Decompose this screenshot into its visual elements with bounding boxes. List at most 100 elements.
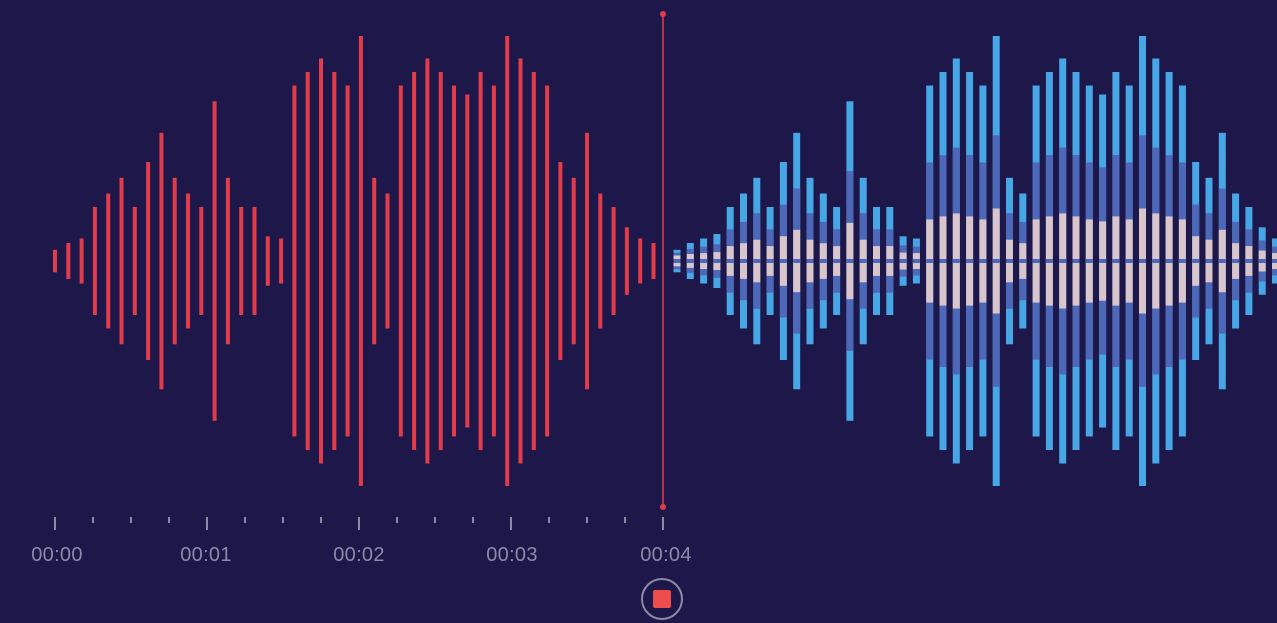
live-bar-core (886, 259, 894, 263)
recorded-bar (345, 85, 350, 437)
recorded-bar (398, 85, 403, 437)
live-bar-core (966, 259, 974, 263)
recorded-bar (385, 193, 390, 329)
recorded-bar (585, 132, 589, 390)
recorded-bar (491, 85, 496, 437)
live-bar-core (1045, 259, 1053, 263)
playhead[interactable] (660, 11, 666, 510)
recorded-bar (358, 36, 363, 486)
recorded-bar (252, 207, 257, 315)
live-bar-core (979, 259, 987, 263)
timeline-ruler (54, 517, 664, 530)
live-bar-core (1232, 259, 1240, 263)
live-bar-core (753, 259, 761, 263)
recorded-bar (119, 177, 124, 345)
live-bar-core (1072, 259, 1080, 263)
recorded-bar (79, 238, 84, 284)
stop-icon (653, 590, 671, 608)
recorded-bar (425, 58, 430, 464)
live-bar-core (779, 259, 787, 263)
live-bar-core (873, 259, 880, 263)
recorded-bar (106, 193, 111, 329)
playhead-bottom-dot (660, 504, 666, 510)
live-bar-core (1019, 259, 1027, 263)
recorded-bar (225, 177, 230, 345)
recorded-bar (598, 193, 603, 329)
recorded-bar (212, 101, 217, 421)
live-bar-core (1245, 259, 1253, 263)
live-bar-core (1205, 259, 1213, 263)
recorded-bar (452, 85, 456, 437)
live-bar-core (793, 259, 801, 263)
time-label-2: 00:02 (333, 544, 385, 566)
recorded-bar (319, 58, 323, 464)
live-bar-core (686, 259, 694, 263)
recorded-bar (66, 243, 71, 279)
live-bar-core (1059, 259, 1067, 263)
recorded-bar (92, 207, 97, 315)
live-bar-core (1192, 259, 1200, 263)
recorded-bar (172, 177, 177, 345)
live-bar-core (1272, 259, 1277, 263)
recorded-bar (478, 72, 483, 450)
recorded-bar (305, 72, 310, 450)
recorded-waveform (53, 36, 656, 486)
recorded-bar (265, 236, 270, 286)
live-bar-core (673, 259, 681, 263)
live-bar-core (726, 259, 734, 263)
recorded-bar (558, 162, 563, 360)
recorded-bar (332, 72, 337, 450)
time-label-0: 00:00 (31, 544, 83, 566)
live-bar-core (859, 259, 867, 263)
time-label-4: 00:04 (640, 544, 692, 566)
recorded-bar (292, 85, 297, 437)
recorded-bar (372, 177, 377, 345)
live-bar-core (1099, 259, 1107, 263)
recorded-bar (146, 162, 151, 360)
recorded-bar (651, 243, 656, 279)
stop-button[interactable] (641, 578, 683, 620)
live-bar-core (1032, 259, 1040, 263)
recorded-bar (279, 238, 284, 284)
live-bar-core (806, 259, 814, 263)
recorded-bar (611, 207, 616, 315)
live-bar-core (1125, 259, 1133, 263)
recorded-bar (186, 193, 190, 329)
recorded-bar (199, 207, 204, 315)
recorded-bar (53, 249, 57, 273)
live-bar-core (1165, 259, 1173, 263)
live-bar-core (1006, 259, 1013, 263)
live-bar-core (912, 259, 920, 263)
recorded-bar (518, 58, 523, 464)
live-bar-core (952, 259, 960, 263)
live-bar-core (992, 259, 1000, 263)
live-bar-core (819, 259, 827, 263)
live-bar-core (846, 259, 854, 263)
recorded-bar (132, 207, 137, 315)
recorded-bar (505, 36, 510, 486)
live-bar-core (926, 259, 934, 263)
live-bar-core (766, 259, 774, 263)
live-bar-core (1112, 259, 1120, 263)
recorded-bar (412, 72, 417, 450)
live-bar-core (1218, 259, 1226, 263)
live-bar-core (700, 259, 708, 263)
live-bar-core (740, 259, 747, 263)
recorded-bar (624, 227, 629, 295)
live-bar-core (1139, 259, 1146, 263)
recorded-bar (159, 132, 164, 390)
recorded-bar (465, 94, 470, 428)
live-bar-core (939, 259, 947, 263)
live-bar-core (1178, 259, 1186, 263)
live-bar-core (1152, 259, 1160, 263)
playhead-top-dot (660, 11, 666, 17)
live-bar-core (899, 259, 907, 263)
recorded-bar (438, 72, 443, 450)
recorded-bar (638, 238, 643, 284)
recorded-bar (531, 72, 536, 450)
live-bar-core (1258, 259, 1266, 263)
recorded-bar (239, 207, 244, 315)
live-waveform (673, 36, 1277, 486)
